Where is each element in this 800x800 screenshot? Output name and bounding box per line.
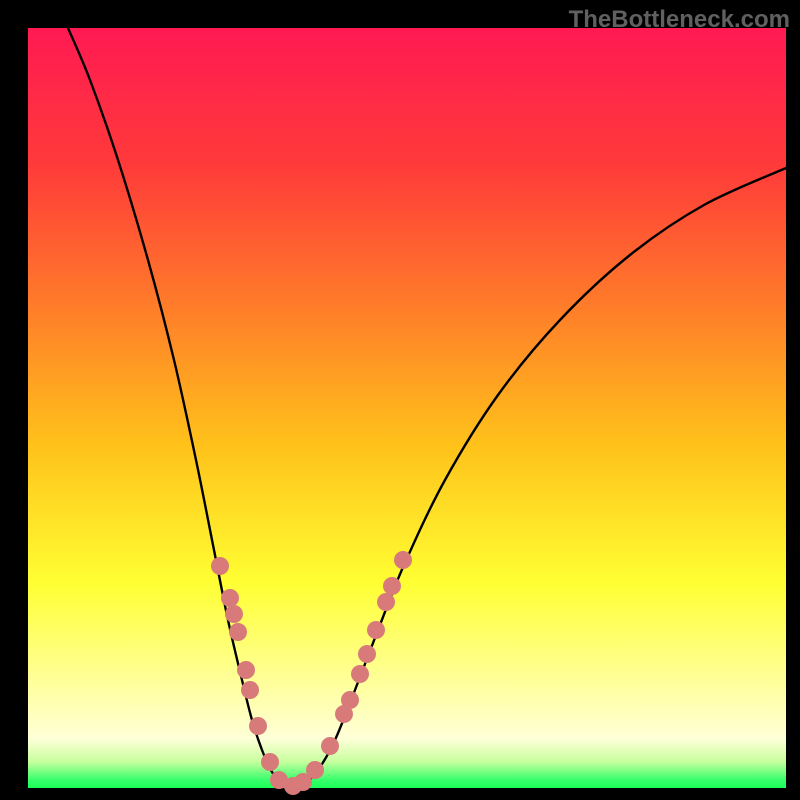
marker-point: [341, 691, 359, 709]
marker-point: [221, 589, 239, 607]
marker-point: [383, 577, 401, 595]
marker-point: [249, 717, 267, 735]
marker-point: [351, 665, 369, 683]
curve-right-branch: [292, 168, 786, 788]
marker-point: [241, 681, 259, 699]
marker-point: [306, 761, 324, 779]
curve-layer: [0, 0, 800, 800]
marker-point: [225, 605, 243, 623]
marker-point: [358, 645, 376, 663]
marker-point: [261, 753, 279, 771]
marker-point: [229, 623, 247, 641]
marker-point: [211, 557, 229, 575]
marker-point: [367, 621, 385, 639]
figure-root: TheBottleneck.com: [0, 0, 800, 800]
marker-point: [377, 593, 395, 611]
curves-group: [68, 28, 786, 788]
markers-group: [211, 551, 412, 795]
watermark-text: TheBottleneck.com: [569, 6, 790, 34]
marker-point: [394, 551, 412, 569]
marker-point: [321, 737, 339, 755]
marker-point: [237, 661, 255, 679]
curve-left-branch: [68, 28, 292, 788]
